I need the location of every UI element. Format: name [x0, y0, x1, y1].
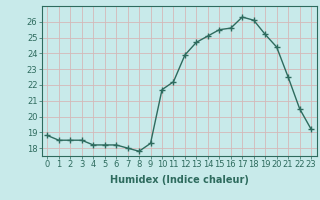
X-axis label: Humidex (Indice chaleur): Humidex (Indice chaleur)	[110, 175, 249, 185]
